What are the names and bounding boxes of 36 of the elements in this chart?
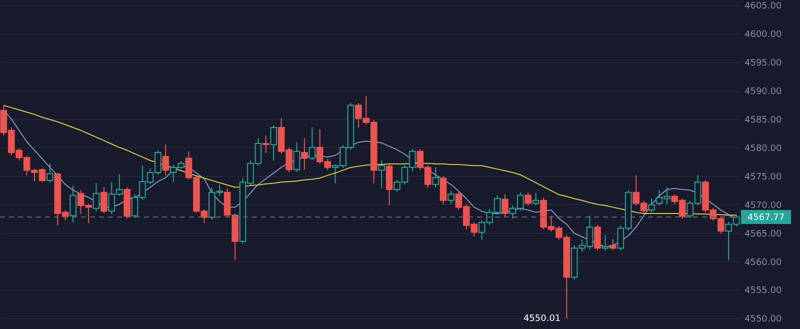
candlestick xyxy=(386,164,393,206)
y-tick-label: 4565.00 xyxy=(744,229,782,240)
candlestick xyxy=(448,190,454,205)
annotation: 4550.01 xyxy=(523,314,561,324)
candlestick xyxy=(92,182,100,212)
candlestick xyxy=(502,194,508,218)
candlestick xyxy=(301,138,308,170)
y-tick-label: 4590.00 xyxy=(744,87,782,98)
candlestick xyxy=(162,144,170,176)
candlestick xyxy=(46,162,54,183)
y-tick-label: 4600.00 xyxy=(744,30,782,40)
candlestick xyxy=(432,166,439,188)
y-tick-label: 4605.00 xyxy=(744,2,782,12)
y-tick-label: 4570.00 xyxy=(744,200,782,211)
candlestick xyxy=(100,186,108,214)
candlestick xyxy=(594,224,601,251)
candlestick xyxy=(602,234,609,251)
candlestick xyxy=(378,160,385,189)
candlestick xyxy=(610,238,616,250)
candlestick xyxy=(524,192,532,206)
ref-line-label: 4567.77 xyxy=(747,213,785,224)
candlestick xyxy=(70,185,76,224)
candlestick xyxy=(293,142,300,172)
candlestick xyxy=(532,192,540,206)
y-tick-label: 4585.00 xyxy=(744,115,782,126)
candlestick xyxy=(440,175,447,205)
candlestick xyxy=(262,134,270,154)
y-tick-label: 4560.00 xyxy=(744,258,782,268)
y-tick-label: 4555.00 xyxy=(744,286,782,296)
y-tick-label: 4595.00 xyxy=(744,58,782,69)
y-tick-label: 4575.00 xyxy=(744,172,782,182)
candlestick xyxy=(270,124,277,162)
y-tick-label: 4550.00 xyxy=(744,314,782,325)
candlestick xyxy=(308,127,316,160)
y-tick-label: 4580.00 xyxy=(744,144,782,154)
candlestick xyxy=(648,198,655,213)
